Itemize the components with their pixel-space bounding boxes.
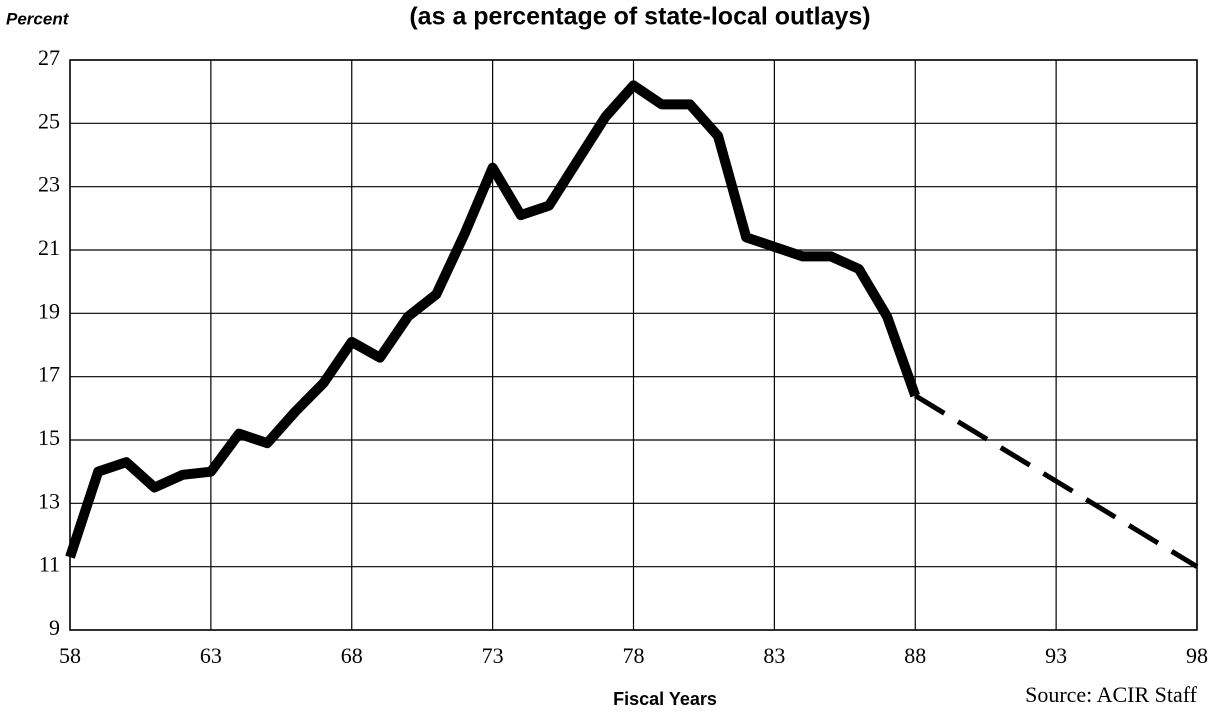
- x-tick-label: 68: [341, 643, 363, 668]
- line-series: [913, 393, 1199, 569]
- x-tick-label: 73: [482, 643, 504, 668]
- y-tick-label: 25: [38, 108, 60, 133]
- x-axis-label: Fiscal Years: [613, 689, 717, 709]
- y-tick-label: 15: [38, 425, 60, 450]
- source-note: Source: ACIR Staff: [1025, 682, 1198, 707]
- line-series: [65, 80, 920, 559]
- x-tick-label: 58: [59, 643, 81, 668]
- y-tick-label: 9: [49, 615, 60, 640]
- x-tick-label: 93: [1045, 643, 1067, 668]
- y-tick-label: 11: [39, 552, 60, 577]
- y-tick-label: 23: [38, 172, 60, 197]
- y-tick-label: 21: [38, 235, 60, 260]
- y-tick-label: 27: [38, 45, 60, 70]
- y-tick-label: 13: [38, 488, 60, 513]
- x-tick-label: 63: [200, 643, 222, 668]
- y-tick-label: 17: [38, 362, 60, 387]
- plot-frame: [69, 59, 1198, 631]
- x-tick-label: 83: [763, 643, 785, 668]
- chart-title: (as a percentage of state-local outlays): [409, 3, 870, 31]
- x-tick-label: 88: [904, 643, 926, 668]
- y-tick-label: 19: [38, 298, 60, 323]
- y-axis-label: Percent: [6, 9, 70, 28]
- x-tick-label: 98: [1186, 643, 1208, 668]
- x-tick-label: 78: [623, 643, 645, 668]
